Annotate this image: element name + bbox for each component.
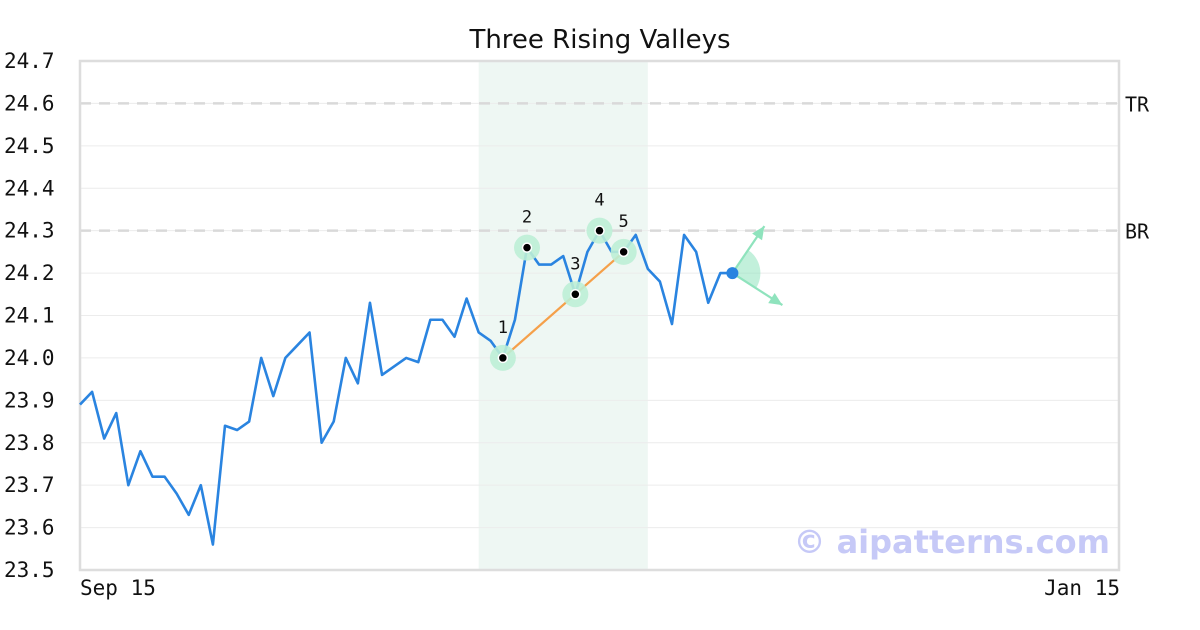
projection-arrow-up-head bbox=[752, 226, 765, 241]
y-tick-label: 23.9 bbox=[4, 388, 55, 412]
y-tick-label: 24.3 bbox=[4, 219, 55, 243]
y-tick-label: 24.0 bbox=[4, 346, 55, 370]
x-tick-label: Jan 15 bbox=[1044, 576, 1120, 600]
reference-line-label: BR bbox=[1125, 220, 1150, 244]
y-tick-label: 24.6 bbox=[4, 91, 55, 115]
pattern-point-marker bbox=[618, 246, 629, 258]
y-tick-label: 23.6 bbox=[4, 516, 55, 540]
pattern-point-marker bbox=[521, 242, 533, 253]
x-tick-label: Sep 15 bbox=[80, 576, 156, 600]
y-tick-label: 24.5 bbox=[4, 134, 55, 158]
pattern-layer: 1 2 3 45 bbox=[489, 191, 637, 371]
pattern-point-label: 4 bbox=[594, 191, 604, 211]
watermark: © aipatterns.com bbox=[793, 523, 1110, 561]
y-tick-label: 23.5 bbox=[4, 558, 55, 582]
pattern-point-marker bbox=[497, 352, 509, 364]
pattern-point-marker bbox=[594, 225, 605, 236]
pattern-point-label: 5 bbox=[619, 212, 629, 232]
plot-frame bbox=[78, 59, 1121, 572]
pattern-point-marker bbox=[570, 289, 581, 300]
x-axis-ticks: Sep 15 Jan 15 bbox=[80, 576, 1120, 600]
pattern-point-label: 1 bbox=[498, 318, 508, 338]
y-axis-ticks: 23.5 23.6 23.7 23.8 23.9 24.0 24.1 24.2 24.3 24.4… bbox=[4, 49, 55, 582]
reference-line-label: TR bbox=[1125, 92, 1150, 116]
projection-wedge bbox=[732, 249, 761, 289]
current-price-marker bbox=[726, 267, 739, 280]
chart-title: Three Rising Valleys bbox=[468, 25, 730, 55]
pattern-point-label: 3 bbox=[570, 254, 580, 274]
y-tick-label: 24.2 bbox=[4, 261, 55, 285]
trend-line bbox=[502, 251, 625, 359]
projection-layer bbox=[726, 225, 783, 307]
y-tick-label: 24.1 bbox=[4, 304, 55, 328]
y-tick-label: 23.7 bbox=[4, 473, 55, 497]
y-tick-label: 23.8 bbox=[4, 431, 55, 455]
y-tick-label: 24.7 bbox=[4, 49, 55, 73]
pattern-point-label: 2 bbox=[522, 208, 532, 228]
y-tick-label: 24.4 bbox=[4, 176, 55, 200]
projection-arrow-down-head bbox=[768, 293, 783, 306]
